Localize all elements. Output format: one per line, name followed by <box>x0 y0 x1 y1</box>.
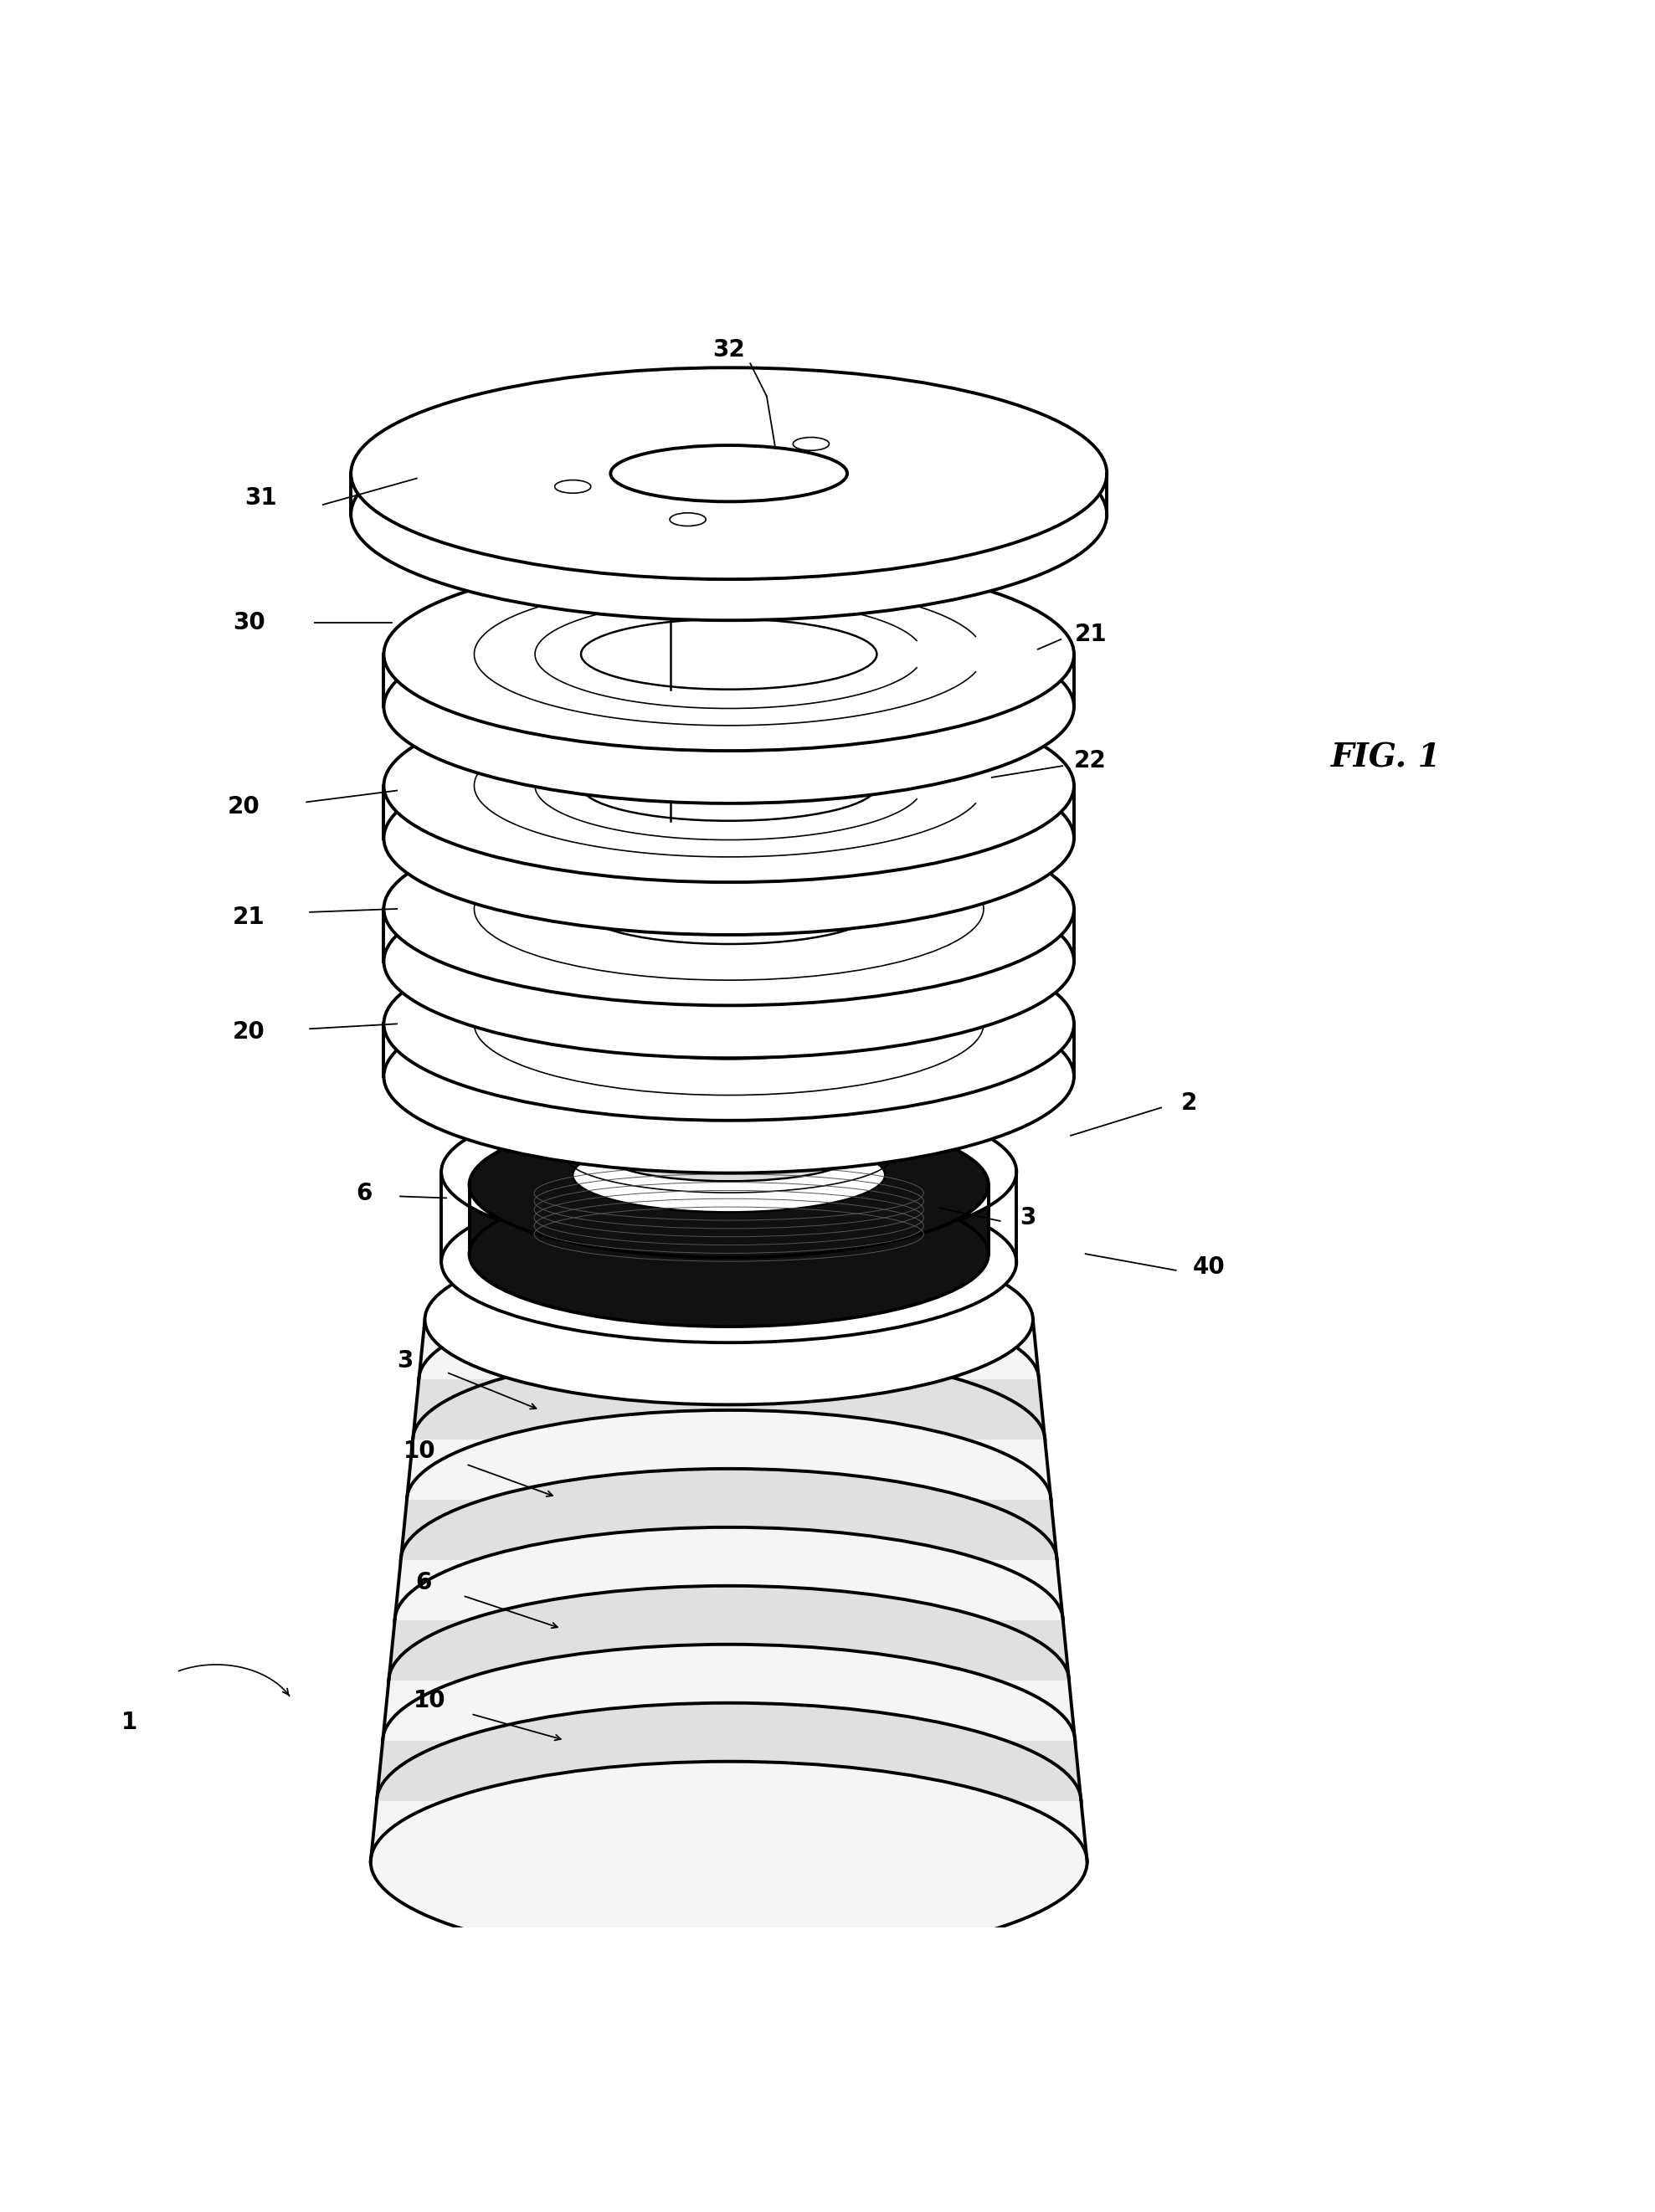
Ellipse shape <box>581 750 877 821</box>
Text: 10: 10 <box>404 1440 437 1462</box>
Polygon shape <box>351 367 1107 515</box>
Polygon shape <box>384 557 1074 708</box>
Polygon shape <box>384 812 1074 962</box>
Ellipse shape <box>581 619 877 690</box>
Ellipse shape <box>384 741 1074 936</box>
Ellipse shape <box>470 1181 988 1327</box>
Ellipse shape <box>384 927 1074 1121</box>
Ellipse shape <box>389 1586 1069 1776</box>
Ellipse shape <box>412 1352 1044 1528</box>
Text: 30: 30 <box>233 611 265 635</box>
Ellipse shape <box>419 1294 1039 1467</box>
Ellipse shape <box>384 557 1074 750</box>
Polygon shape <box>401 1500 1058 1559</box>
Polygon shape <box>377 1741 1081 1801</box>
Ellipse shape <box>396 1526 1063 1714</box>
Ellipse shape <box>442 1091 1016 1252</box>
Ellipse shape <box>384 980 1074 1172</box>
Text: 6: 6 <box>415 1571 432 1595</box>
Ellipse shape <box>351 367 1107 580</box>
Text: 3: 3 <box>397 1349 414 1371</box>
Text: 10: 10 <box>414 1690 445 1712</box>
Text: 20: 20 <box>228 796 260 818</box>
Ellipse shape <box>384 865 1074 1057</box>
Ellipse shape <box>554 480 591 493</box>
Ellipse shape <box>401 1469 1058 1652</box>
Ellipse shape <box>384 812 1074 1006</box>
Ellipse shape <box>384 688 1074 883</box>
Ellipse shape <box>442 1181 1016 1343</box>
Ellipse shape <box>351 409 1107 619</box>
Ellipse shape <box>407 1409 1051 1590</box>
Ellipse shape <box>573 1137 885 1212</box>
Polygon shape <box>384 927 1074 1077</box>
Text: 6: 6 <box>356 1181 372 1206</box>
Polygon shape <box>442 1091 1016 1343</box>
Polygon shape <box>389 1621 1069 1681</box>
Ellipse shape <box>581 874 877 945</box>
Text: 40: 40 <box>1193 1254 1225 1279</box>
Text: 1: 1 <box>121 1710 137 1734</box>
Polygon shape <box>371 1801 1087 1863</box>
Polygon shape <box>407 1440 1051 1500</box>
Text: 32: 32 <box>713 338 745 363</box>
Polygon shape <box>412 1380 1044 1440</box>
Text: FIG. 1: FIG. 1 <box>1331 741 1442 774</box>
Ellipse shape <box>581 989 877 1060</box>
Polygon shape <box>396 1559 1063 1621</box>
Ellipse shape <box>425 1234 1033 1405</box>
Ellipse shape <box>611 445 847 502</box>
Text: 21: 21 <box>1074 624 1107 646</box>
Ellipse shape <box>382 1644 1076 1838</box>
Ellipse shape <box>371 1761 1087 1962</box>
Ellipse shape <box>377 1703 1081 1900</box>
Ellipse shape <box>606 1130 852 1181</box>
Polygon shape <box>382 1681 1076 1741</box>
Ellipse shape <box>793 438 829 451</box>
Polygon shape <box>384 688 1074 838</box>
Polygon shape <box>419 1321 1039 1380</box>
Polygon shape <box>470 1113 988 1327</box>
Text: 3: 3 <box>1019 1206 1036 1230</box>
Text: 2: 2 <box>1182 1091 1197 1115</box>
Text: 20: 20 <box>233 1020 265 1044</box>
Ellipse shape <box>470 1113 988 1259</box>
Text: 22: 22 <box>1074 750 1107 772</box>
Text: 21: 21 <box>233 905 265 929</box>
Ellipse shape <box>384 611 1074 803</box>
Text: 31: 31 <box>245 487 276 509</box>
Ellipse shape <box>670 513 707 526</box>
